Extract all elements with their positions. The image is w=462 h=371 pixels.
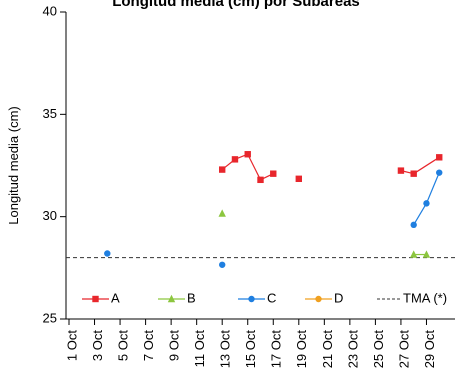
data-point <box>270 170 277 177</box>
chart-title: Longitud media (cm) por Subáreas <box>112 0 360 10</box>
x-tick-label: 15 Oct <box>243 330 258 369</box>
x-tick-label: 25 Oct <box>371 330 386 369</box>
x-tick-label: 19 Oct <box>294 330 309 369</box>
series-line-segment <box>247 153 262 181</box>
x-tick-label: 1 Oct <box>64 330 79 361</box>
data-point <box>218 209 226 217</box>
data-point <box>436 154 443 161</box>
legend-item-d: D <box>305 290 343 305</box>
legend-item-a: A <box>82 290 120 305</box>
data-point <box>104 250 111 257</box>
data-point <box>436 169 443 176</box>
y-axis-label: Longitud media (cm) <box>6 106 21 225</box>
data-point <box>410 221 417 229</box>
x-tick-label: 17 Oct <box>269 330 284 369</box>
data-point <box>315 295 322 303</box>
data-point <box>92 295 99 303</box>
data-point <box>257 176 264 184</box>
legend: A B C D TMA (*) <box>82 290 447 305</box>
series-c <box>104 169 443 268</box>
series-group <box>104 151 443 268</box>
series-a <box>219 151 443 184</box>
x-tick-label: 29 Oct <box>422 330 437 369</box>
data-point <box>410 170 417 177</box>
data-point <box>423 200 430 207</box>
x-tick-label: 3 Oct <box>90 330 105 361</box>
data-point <box>167 294 176 303</box>
legend-label: A <box>111 290 120 305</box>
x-tick-label: 5 Oct <box>116 330 131 361</box>
data-point <box>231 156 239 163</box>
axes: 25 30 35 40 1 Oct 3 Oct 5 Oct 7 Oct 9 Oct 11 Oct 1… <box>43 3 455 368</box>
data-point <box>219 261 226 268</box>
series-line-segment <box>413 203 427 226</box>
series-b <box>218 209 431 258</box>
y-tick-label: 35 <box>43 106 57 121</box>
data-point <box>397 167 405 174</box>
x-tick-label: 7 Oct <box>141 330 156 361</box>
y-tick-label: 40 <box>43 3 57 18</box>
y-tick-label: 30 <box>43 208 57 223</box>
legend-item-b: B <box>158 290 196 305</box>
data-point <box>410 250 418 258</box>
x-tick-label: 23 Oct <box>345 330 360 369</box>
data-point <box>244 151 251 158</box>
data-point <box>422 250 431 258</box>
y-tick-label: 25 <box>43 310 57 325</box>
data-point <box>295 175 302 183</box>
series-line-segment <box>413 156 440 175</box>
legend-item-tma: TMA (*) <box>377 290 447 305</box>
legend-label: B <box>187 290 196 305</box>
x-tick-label: 11 Oct <box>192 330 207 368</box>
legend-item-c: C <box>238 290 276 305</box>
data-point <box>248 295 255 303</box>
data-point <box>219 166 226 173</box>
series-line-segment <box>425 172 440 204</box>
legend-label: C <box>267 290 276 305</box>
x-tick-label: 27 Oct <box>396 330 411 369</box>
legend-label: D <box>334 290 343 305</box>
x-tick-label: 21 Oct <box>320 330 335 369</box>
x-tick-label: 9 Oct <box>167 330 182 361</box>
legend-label: TMA (*) <box>403 290 447 305</box>
x-tick-label: 13 Oct <box>218 330 233 369</box>
